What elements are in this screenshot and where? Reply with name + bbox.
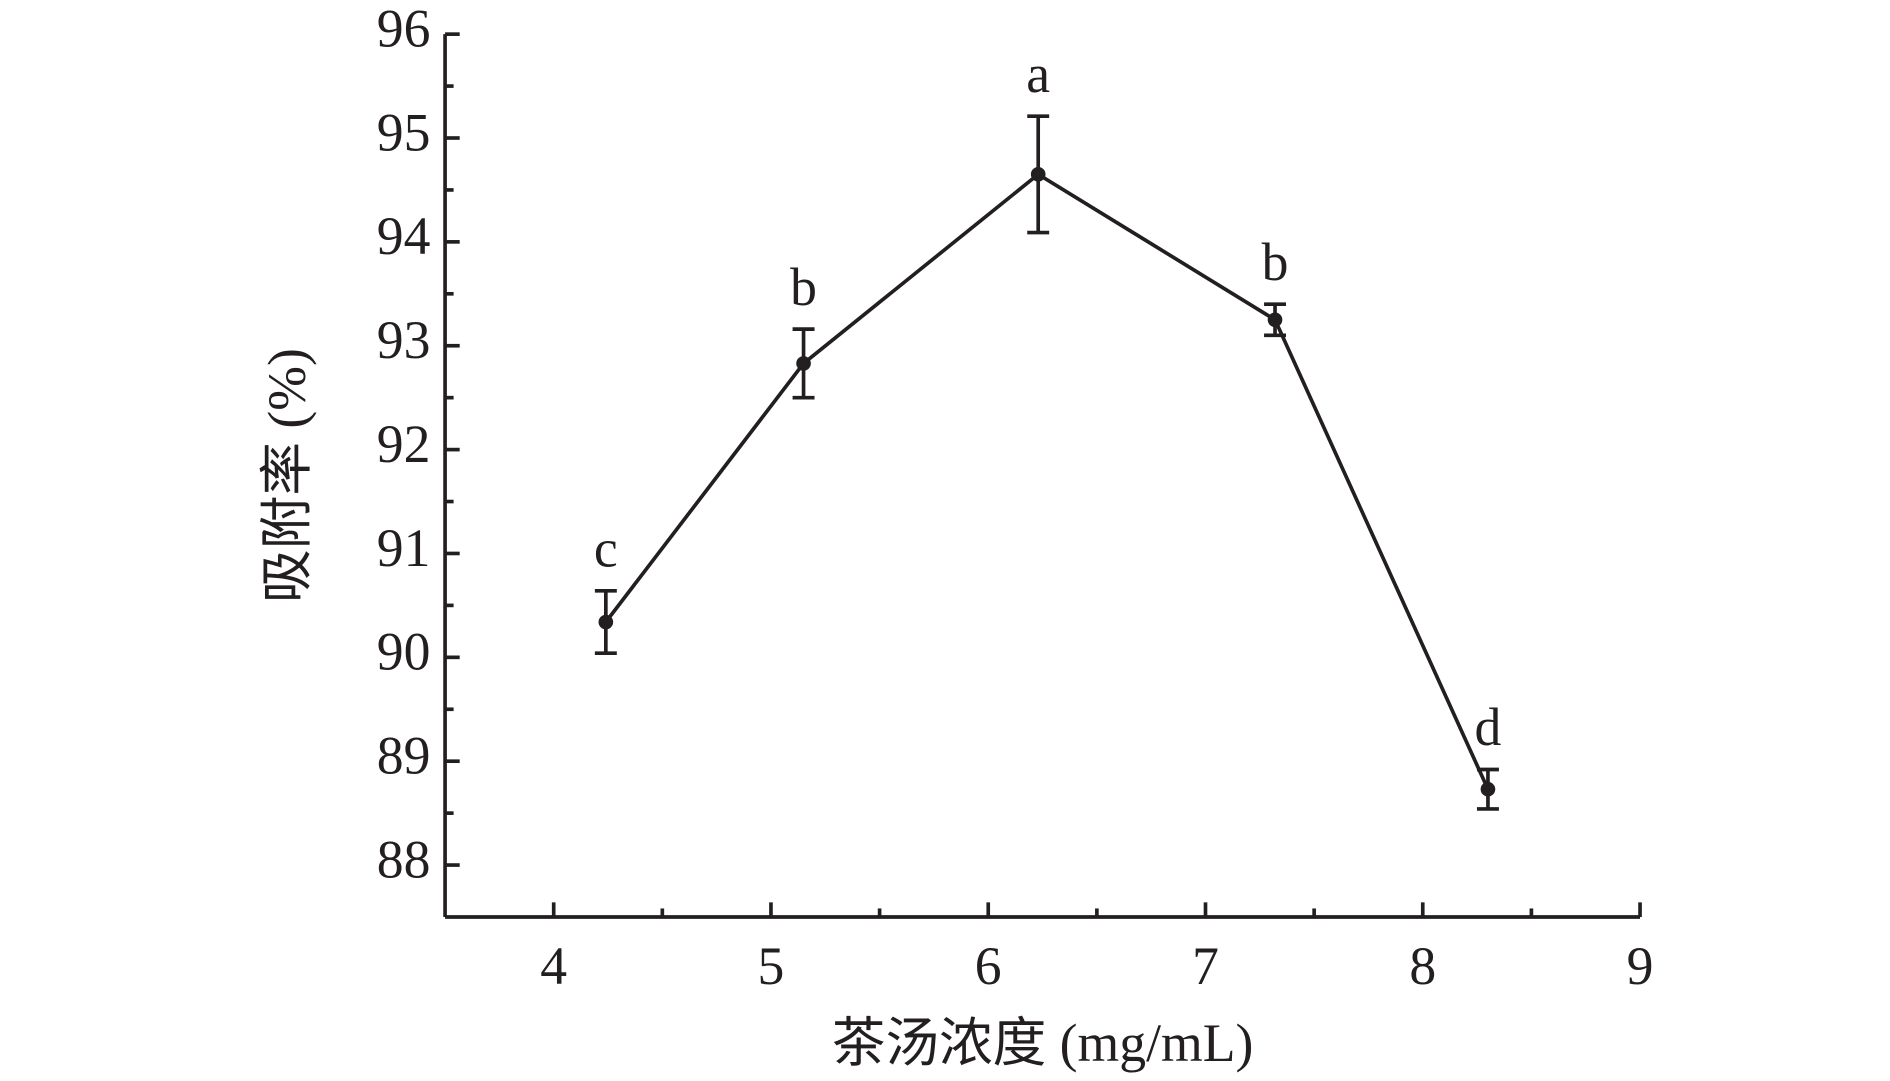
- y-tick-label: 94: [377, 206, 431, 266]
- x-tick-label: 9: [1627, 936, 1654, 996]
- annotation: d: [1475, 697, 1502, 757]
- x-tick-label: 5: [758, 936, 785, 996]
- data-point: [1030, 167, 1046, 182]
- annotation: b: [1262, 232, 1289, 292]
- data-point: [796, 356, 811, 371]
- x-tick-label: 7: [1192, 936, 1219, 996]
- y-tick-label: 96: [377, 0, 431, 58]
- y-tick-label: 95: [377, 102, 431, 162]
- annotation: b: [790, 257, 817, 317]
- y-tick-label: 92: [377, 414, 431, 474]
- y-tick-label: 90: [377, 622, 431, 682]
- x-tick-label: 8: [1409, 936, 1436, 996]
- x-axis-title: 茶汤浓度 (mg/mL): [832, 1013, 1254, 1073]
- data-point: [598, 614, 614, 630]
- y-tick-label: 88: [377, 829, 431, 889]
- x-tick-label: 6: [975, 936, 1002, 996]
- y-axis-title: 吸附率 (%): [257, 348, 317, 603]
- annotation: c: [594, 519, 618, 579]
- annotation: a: [1026, 44, 1050, 104]
- x-tick-label: 4: [540, 936, 567, 996]
- data-point: [1480, 781, 1496, 797]
- y-tick-label: 89: [377, 726, 431, 786]
- data-line: [604, 172, 1490, 790]
- y-tick-label: 93: [377, 310, 431, 370]
- data-point: [1267, 312, 1283, 328]
- y-tick-label: 91: [377, 518, 431, 578]
